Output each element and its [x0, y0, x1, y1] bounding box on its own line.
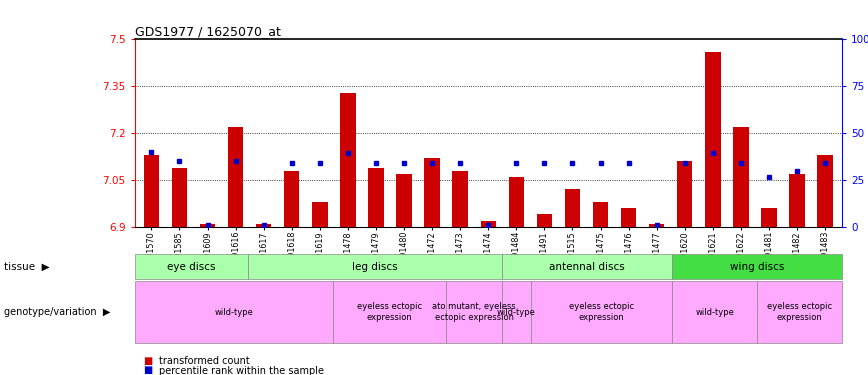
Bar — [565, 189, 580, 227]
Text: ■: ■ — [143, 366, 153, 375]
Bar — [761, 208, 777, 227]
Bar — [228, 127, 243, 227]
Bar — [284, 171, 299, 227]
Bar — [144, 155, 159, 227]
Text: eyeless ectopic
expression: eyeless ectopic expression — [357, 303, 422, 322]
Bar — [593, 202, 608, 227]
Bar — [397, 174, 411, 227]
Bar — [172, 168, 187, 227]
Bar — [509, 177, 524, 227]
Bar — [649, 224, 664, 227]
Text: eyeless ectopic
expression: eyeless ectopic expression — [767, 303, 832, 322]
Text: GDS1977 / 1625070_at: GDS1977 / 1625070_at — [135, 25, 280, 38]
Bar — [424, 158, 440, 227]
Bar — [340, 93, 356, 227]
Text: eye discs: eye discs — [167, 262, 215, 272]
Bar — [368, 168, 384, 227]
Text: antennal discs: antennal discs — [549, 262, 625, 272]
Text: wild-type: wild-type — [497, 308, 536, 316]
Text: transformed count: transformed count — [159, 356, 250, 366]
Bar — [481, 220, 496, 227]
Text: wild-type: wild-type — [214, 308, 253, 316]
Text: genotype/variation  ▶: genotype/variation ▶ — [4, 307, 111, 317]
Bar — [200, 224, 215, 227]
Text: ato mutant, eyeless
ectopic expression: ato mutant, eyeless ectopic expression — [432, 303, 516, 322]
Text: leg discs: leg discs — [352, 262, 398, 272]
Bar — [818, 155, 832, 227]
Text: percentile rank within the sample: percentile rank within the sample — [159, 366, 324, 375]
Bar — [536, 214, 552, 227]
Text: eyeless ectopic
expression: eyeless ectopic expression — [569, 303, 634, 322]
Bar — [733, 127, 748, 227]
Text: wing discs: wing discs — [730, 262, 785, 272]
Bar — [677, 161, 693, 227]
Bar — [256, 224, 272, 227]
Bar — [312, 202, 327, 227]
Text: wild-type: wild-type — [695, 308, 734, 316]
Bar — [789, 174, 805, 227]
Bar — [452, 171, 468, 227]
Text: ■: ■ — [143, 356, 153, 366]
Bar — [621, 208, 636, 227]
Bar — [705, 52, 720, 227]
Text: tissue  ▶: tissue ▶ — [4, 262, 50, 272]
